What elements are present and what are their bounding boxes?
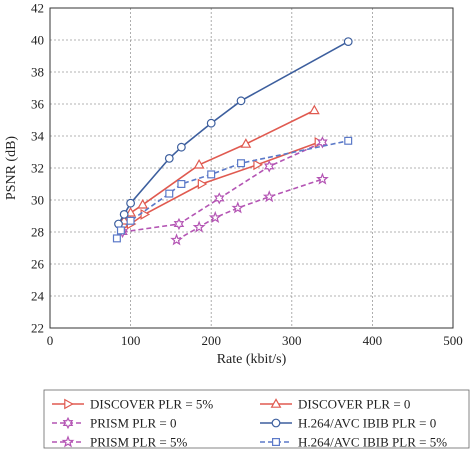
data-point <box>240 138 252 148</box>
x-tick-label: 500 <box>443 333 463 348</box>
data-point <box>116 226 125 235</box>
legend-item: DISCOVER PLR = 0 <box>260 397 410 412</box>
data-point <box>176 142 186 152</box>
legend-item: DISCOVER PLR = 5% <box>52 397 213 412</box>
data-point <box>236 96 246 106</box>
y-tick-label: 40 <box>31 33 44 48</box>
data-point <box>177 180 186 189</box>
legend-label: DISCOVER PLR = 0 <box>298 397 410 412</box>
legend-marker <box>270 398 282 408</box>
x-axis-title: Rate (kbit/s) <box>217 352 287 367</box>
series-5 <box>112 136 353 243</box>
plot-frame <box>49 7 454 329</box>
data-point <box>317 136 328 149</box>
y-tick-label: 38 <box>31 65 44 80</box>
data-point <box>208 210 222 224</box>
x-tick-label: 400 <box>363 333 383 348</box>
data-point <box>344 136 353 145</box>
legend-box <box>43 389 470 449</box>
series-line <box>176 178 323 241</box>
data-point <box>193 158 205 169</box>
legend-label: H.264/AVC IBIB PLR = 0 <box>298 416 436 431</box>
y-tick-label: 30 <box>31 193 44 208</box>
legend-marker <box>271 418 281 428</box>
y-tick-label: 24 <box>31 289 45 304</box>
data-point <box>126 216 135 225</box>
data-point <box>263 160 275 173</box>
data-point <box>206 118 216 128</box>
data-point <box>231 201 245 214</box>
legend-label: H.264/AVC IBIB PLR = 5% <box>298 435 447 450</box>
x-tick-label: 0 <box>47 333 54 348</box>
series-4 <box>170 172 329 246</box>
series-line <box>122 141 323 233</box>
data-point <box>112 234 121 243</box>
data-point <box>165 189 174 198</box>
data-point <box>308 104 320 115</box>
legend-marker <box>61 435 75 448</box>
legend-label: PRISM PLR = 0 <box>90 416 176 431</box>
data-point <box>192 220 206 233</box>
x-tick-label: 300 <box>282 333 302 348</box>
data-point <box>140 208 151 220</box>
legend-marker <box>64 398 74 410</box>
data-point <box>237 159 246 168</box>
data-point <box>173 217 185 231</box>
data-point <box>126 198 136 208</box>
y-tick-label: 36 <box>31 97 45 112</box>
legend-item: PRISM PLR = 0 <box>52 416 176 431</box>
x-tick-label: 200 <box>201 333 221 348</box>
y-axis-title: PSNR (dB) <box>4 136 19 201</box>
series-group <box>112 37 353 246</box>
legend-item: H.264/AVC IBIB PLR = 0 <box>260 416 436 431</box>
legend-item: H.264/AVC IBIB PLR = 5% <box>260 435 447 450</box>
data-point <box>316 172 329 185</box>
legend-marker <box>272 438 281 447</box>
data-point <box>137 198 149 209</box>
y-tick-label: 22 <box>31 321 44 336</box>
series-3 <box>114 37 353 229</box>
legend-item: PRISM PLR = 5% <box>52 435 187 450</box>
legend-label: PRISM PLR = 5% <box>90 435 187 450</box>
data-point <box>197 178 208 190</box>
legend-marker <box>62 416 74 430</box>
grid <box>49 7 454 329</box>
y-tick-label: 32 <box>31 161 44 176</box>
y-tick-label: 26 <box>31 257 45 272</box>
data-point <box>207 170 216 179</box>
data-point <box>343 37 353 46</box>
data-point <box>262 190 276 203</box>
data-point <box>119 209 129 219</box>
axis-ticks: 0 100 200 300 400 500 22 24 26 28 30 32 34 36 38 40 42 <box>31 1 463 349</box>
x-tick-label: 100 <box>121 333 141 348</box>
data-point <box>253 159 263 171</box>
y-tick-label: 34 <box>31 129 45 144</box>
data-point <box>164 153 174 163</box>
legend: DISCOVER PLR = 5% DISCOVER PLR = 0 PRISM P… <box>43 389 470 450</box>
legend-label: DISCOVER PLR = 5% <box>90 397 213 412</box>
series-1 <box>118 104 320 225</box>
y-tick-label: 28 <box>31 225 44 240</box>
data-point <box>213 192 225 205</box>
y-tick-label: 42 <box>31 1 44 16</box>
data-point <box>170 233 183 246</box>
